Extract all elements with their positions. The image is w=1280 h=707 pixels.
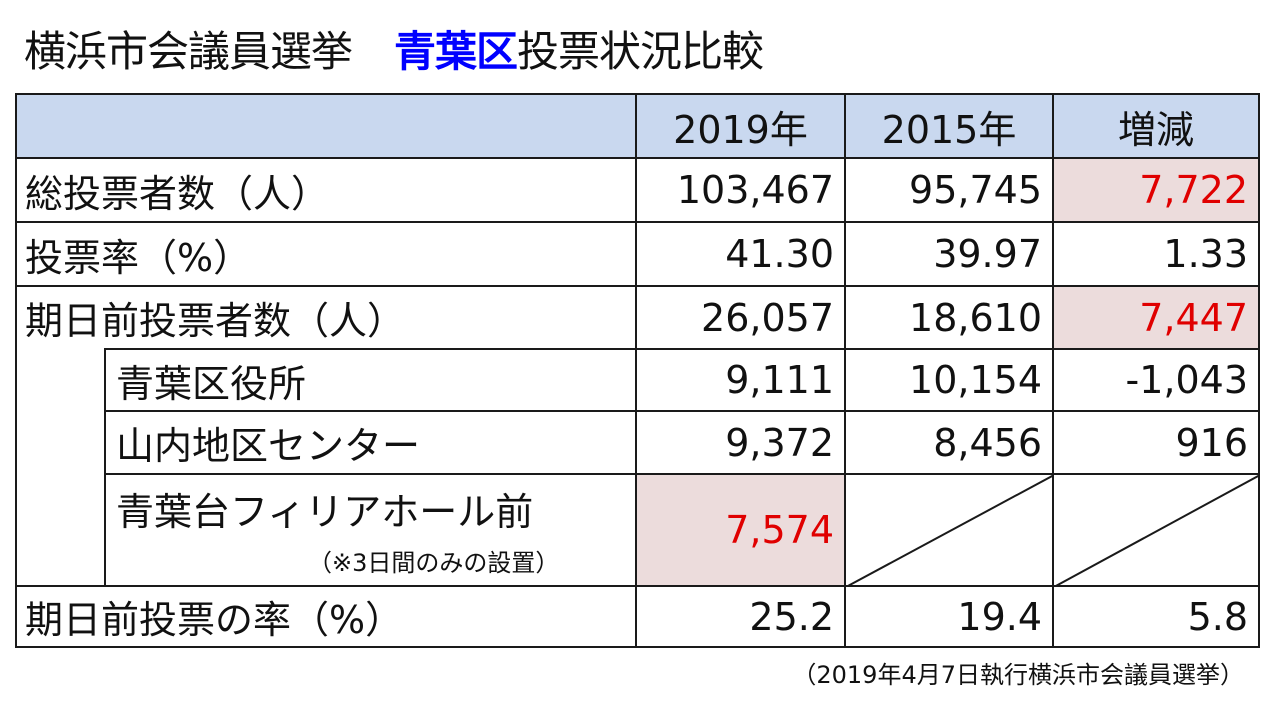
cell-ward-office-2015: 10,154 [844,348,1052,410]
cell-early-voters-2019: 26,057 [635,285,844,348]
cell-ward-office-diff: -1,043 [1052,348,1258,410]
title-prefix: 横浜市会議員選挙 [24,27,353,76]
header-2015: 2015年 [844,95,1052,157]
cell-early-voters-diff: 7,447 [1052,285,1258,348]
cell-philia-hall-diff-na [1052,473,1258,585]
indent-spacer [17,348,104,585]
row-label-ward-office: 青葉区役所 [104,348,635,410]
row-label-total-voters: 総投票者数（人） [17,157,635,221]
title-suffix: 投票状況比較 [517,27,764,76]
cell-total-voters-diff: 7,722 [1052,157,1258,221]
cell-total-voters-2015: 95,745 [844,157,1052,221]
header-label-cell [17,95,635,157]
source-footnote: （2019年4月7日執行横浜市会議員選挙） [792,661,1244,689]
row-label-philia-hall: 青葉台フィリアホール前 [116,490,534,534]
cell-yamauchi-center-2015: 8,456 [844,410,1052,473]
cell-early-vote-rate-diff: 5.8 [1052,585,1258,646]
cell-turnout-2019: 41.30 [635,221,844,285]
diagonal-slash-icon [1055,475,1258,585]
row-label-turnout: 投票率（%） [17,221,635,285]
diagonal-slash-icon [847,475,1052,585]
cell-early-voters-2015: 18,610 [844,285,1052,348]
cell-turnout-diff: 1.33 [1052,221,1258,285]
cell-total-voters-2019: 103,467 [635,157,844,221]
cell-ward-office-2019: 9,111 [635,348,844,410]
header-2019: 2019年 [635,95,844,157]
row-note-philia-hall: （※3日間のみの設置） [308,549,560,577]
page-title: 横浜市会議員選挙 青葉区投票状況比較 [24,22,764,82]
cell-early-vote-rate-2015: 19.4 [844,585,1052,646]
cell-early-vote-rate-2019: 25.2 [635,585,844,646]
row-label-yamauchi-center: 山内地区センター [104,410,635,473]
cell-philia-hall-2019: 7,574 [635,473,844,585]
row-label-early-vote-rate: 期日前投票の率（%） [17,585,635,646]
title-highlight-ward: 青葉区 [394,27,518,76]
header-diff: 増減 [1052,95,1258,157]
cell-turnout-2015: 39.97 [844,221,1052,285]
row-label-philia-hall-cell: 青葉台フィリアホール前 （※3日間のみの設置） [104,473,635,585]
cell-yamauchi-center-2019: 9,372 [635,410,844,473]
cell-philia-hall-2015-na [844,473,1052,585]
row-label-early-voters: 期日前投票者数（人） [17,285,635,348]
voting-comparison-table: 2019年 2015年 増減 総投票者数（人） 103,467 95,745 7… [15,93,1260,648]
cell-yamauchi-center-diff: 916 [1052,410,1258,473]
